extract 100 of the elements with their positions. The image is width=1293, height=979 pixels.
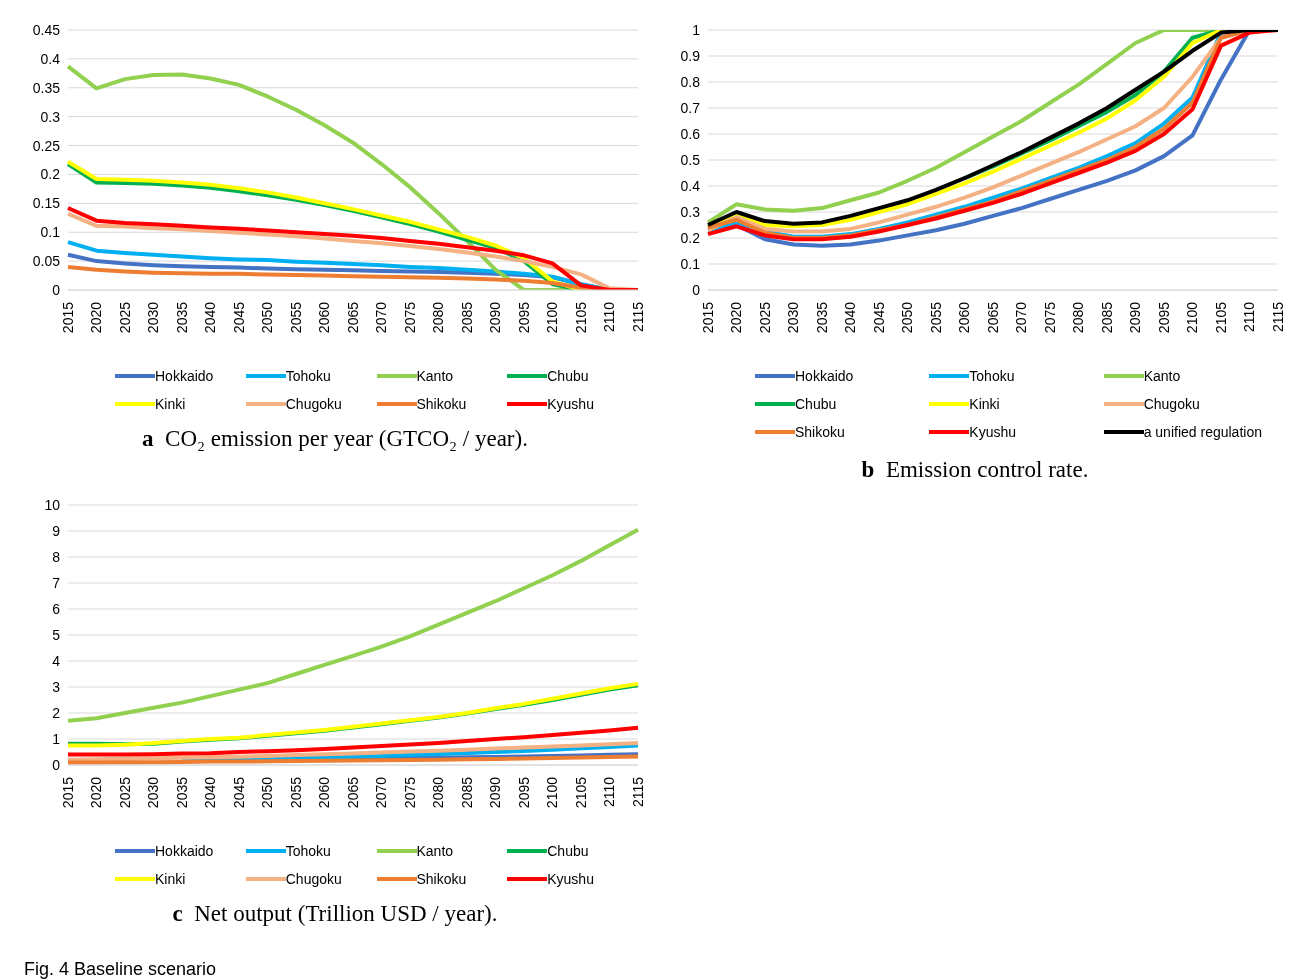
x-tick-label: 2085 [458,776,475,809]
caption: Fig. 4 Baseline scenario [24,959,217,979]
legend-label: Kanto [1143,368,1181,384]
text: a CO₂ emission per year (GTCO₂ / year). [141,426,529,452]
x-tick-label: 2080 [430,776,447,809]
legend-label: Kanto [416,843,454,859]
y-tick-label: 0.2 [40,166,61,183]
x-tick-label: 2070 [373,301,390,334]
legend-label: Chugoku [285,396,342,412]
x-tick-label: 2090 [487,776,504,809]
x-tick-label: 2110 [1241,301,1258,333]
x-tick-label: 2015 [59,301,76,334]
legend-label: Kinki [155,396,186,412]
x-tick-label: 2075 [1041,301,1058,334]
legend-label: Kinki [155,871,186,887]
legend-label: Kyushu [547,871,594,887]
y-tick-label: 5 [52,626,61,643]
text: b Emission control rate. [860,457,1090,483]
legend-label: Hokkaido [155,368,214,384]
x-tick-label: 2060 [316,776,333,809]
y-tick-label: 0 [52,281,61,298]
y-tick-label: 0 [52,756,61,773]
x-tick-label: 2100 [1184,301,1201,334]
y-tick-label: 0.45 [32,21,61,38]
y-tick-label: 1 [692,21,701,38]
x-tick-label: 2040 [842,301,859,334]
legend-label: Chugoku [1143,396,1200,412]
x-tick-label: 2100 [544,301,561,334]
x-tick-label: 2030 [785,301,802,334]
x-tick-label: 2030 [145,776,162,809]
y-tick-label: 6 [52,600,61,617]
legend-label: Tohoku [285,843,331,859]
x-tick-label: 2035 [173,776,190,809]
y-tick-label: 0.2 [680,229,701,246]
text: c Net output (Trillion USD / year). [171,901,499,927]
x-tick-label: 2070 [1013,301,1030,334]
x-tick-label: 2060 [316,301,333,334]
legend-label: a unified regulation [1143,424,1262,440]
legend-label: Chubu [547,843,589,859]
legend-label: Kinki [969,396,1000,412]
x-tick-label: 2085 [1098,301,1115,334]
legend-label: Chubu [547,368,589,384]
x-tick-label: 2075 [401,776,418,809]
x-tick-label: 2105 [572,776,589,809]
x-tick-label: 2065 [984,301,1001,334]
x-tick-label: 2095 [515,301,532,334]
y-tick-label: 0.4 [680,177,701,194]
y-tick-label: 0 [692,281,701,298]
x-tick-label: 2025 [756,301,773,334]
x-tick-label: 2115 [1269,301,1286,333]
legend-label: Shikoku [795,424,845,440]
x-tick-label: 2060 [956,301,973,334]
legend-label: Tohoku [285,368,331,384]
x-tick-label: 2115 [629,301,646,333]
x-tick-label: 2020 [88,301,105,334]
x-tick-label: 2105 [1212,301,1229,334]
x-tick-label: 2105 [572,301,589,334]
line-series [66,725,640,757]
legend-label: Hokkaido [795,368,854,384]
x-tick-label: 2025 [116,776,133,809]
x-tick-label: 2045 [230,301,247,334]
legend-label: Kyushu [969,424,1017,440]
y-tick-label: 0.7 [680,99,701,116]
y-tick-label: 1 [52,730,61,747]
x-tick-label: 2020 [88,776,105,809]
y-tick-label: 3 [52,678,61,695]
legend-label: Chugoku [285,871,342,887]
y-tick-label: 0.4 [40,50,61,67]
legend-label: Chubu [795,396,837,412]
x-tick-label: 2085 [458,301,475,334]
x-tick-label: 2030 [145,301,162,334]
y-tick-label: 0.35 [32,79,61,96]
x-tick-label: 2040 [202,776,219,809]
x-tick-label: 2095 [515,776,532,809]
y-tick-label: 0.9 [680,47,701,64]
x-tick-label: 2080 [1070,301,1087,334]
x-tick-label: 2065 [344,301,361,334]
y-tick-label: 8 [52,548,61,565]
x-tick-label: 2025 [116,301,133,334]
y-tick-label: 0.1 [40,224,61,241]
y-tick-label: 10 [44,496,61,513]
y-tick-label: 9 [52,522,61,539]
legend-label: Kyushu [547,396,594,412]
x-tick-label: 2065 [344,776,361,809]
x-tick-label: 2070 [373,776,390,809]
x-tick-label: 2115 [629,776,646,808]
y-tick-label: 0.5 [680,151,701,168]
y-tick-label: 0.3 [40,108,61,125]
x-tick-label: 2095 [1155,301,1172,334]
x-tick-label: 2075 [401,301,418,334]
line-series [66,740,640,762]
y-tick-label: 2 [52,704,61,721]
x-tick-label: 2045 [870,301,887,334]
x-tick-label: 2055 [287,301,304,334]
x-tick-label: 2035 [173,301,190,334]
y-tick-label: 4 [52,652,61,669]
x-tick-label: 2090 [1127,301,1144,334]
x-tick-label: 2050 [259,776,276,809]
legend-label: Kanto [416,368,454,384]
x-tick-label: 2100 [544,776,561,809]
